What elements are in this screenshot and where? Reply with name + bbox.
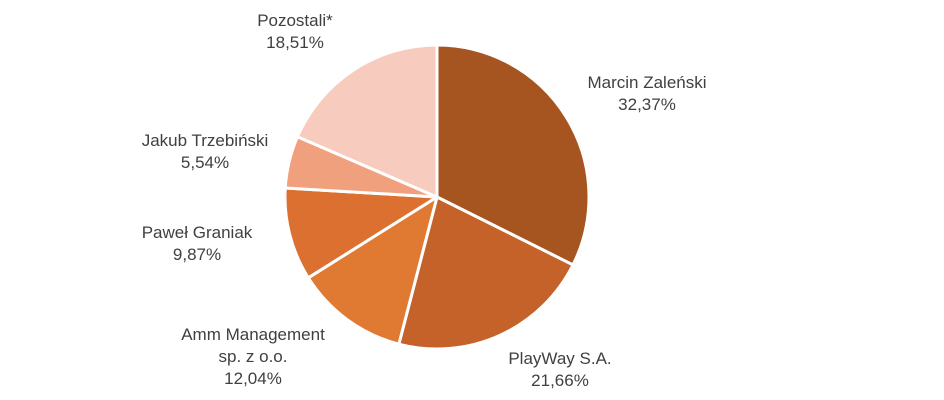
slice-value-label: 21,66% (531, 371, 589, 390)
slice-label-line: Pozostali* (257, 11, 333, 30)
slice-label-line: sp. z o.o. (219, 347, 288, 366)
slice-label: Marcin Zaleński 32,37% (587, 73, 706, 114)
slice-value-label: 5,54% (181, 153, 229, 172)
slice-label: Pozostali* 18,51% (257, 11, 333, 52)
slice-value-label: 18,51% (266, 33, 324, 52)
slice-value-label: 12,04% (224, 369, 282, 388)
slice-label: PlayWay S.A. 21,66% (508, 349, 611, 390)
pie-slice (306, 195, 439, 346)
pie-slice (397, 195, 575, 351)
slice-label-line: Jakub Trzebiński (142, 131, 269, 150)
slice-label: Amm Management sp. z o.o. 12,04% (181, 325, 325, 388)
slice-label-line: PlayWay S.A. (508, 349, 611, 368)
pie-slice (283, 186, 439, 280)
slice-label-line: Paweł Graniak (142, 223, 253, 242)
slice-label: Paweł Graniak 9,87% (142, 223, 253, 264)
slice-label-line: Marcin Zaleński (587, 73, 706, 92)
pie-slice (295, 43, 439, 199)
pie-labels: Marcin Zaleński 32,37% PlayWay S.A. 21,66% A… (142, 11, 707, 390)
slice-value-label: 32,37% (618, 95, 676, 114)
pie-slice (435, 43, 591, 267)
slice-value-label: 9,87% (173, 245, 221, 264)
slice-label: Jakub Trzebiński 5,54% (142, 131, 269, 172)
pie-slices (283, 43, 591, 351)
slice-label-line: Amm Management (181, 325, 325, 344)
